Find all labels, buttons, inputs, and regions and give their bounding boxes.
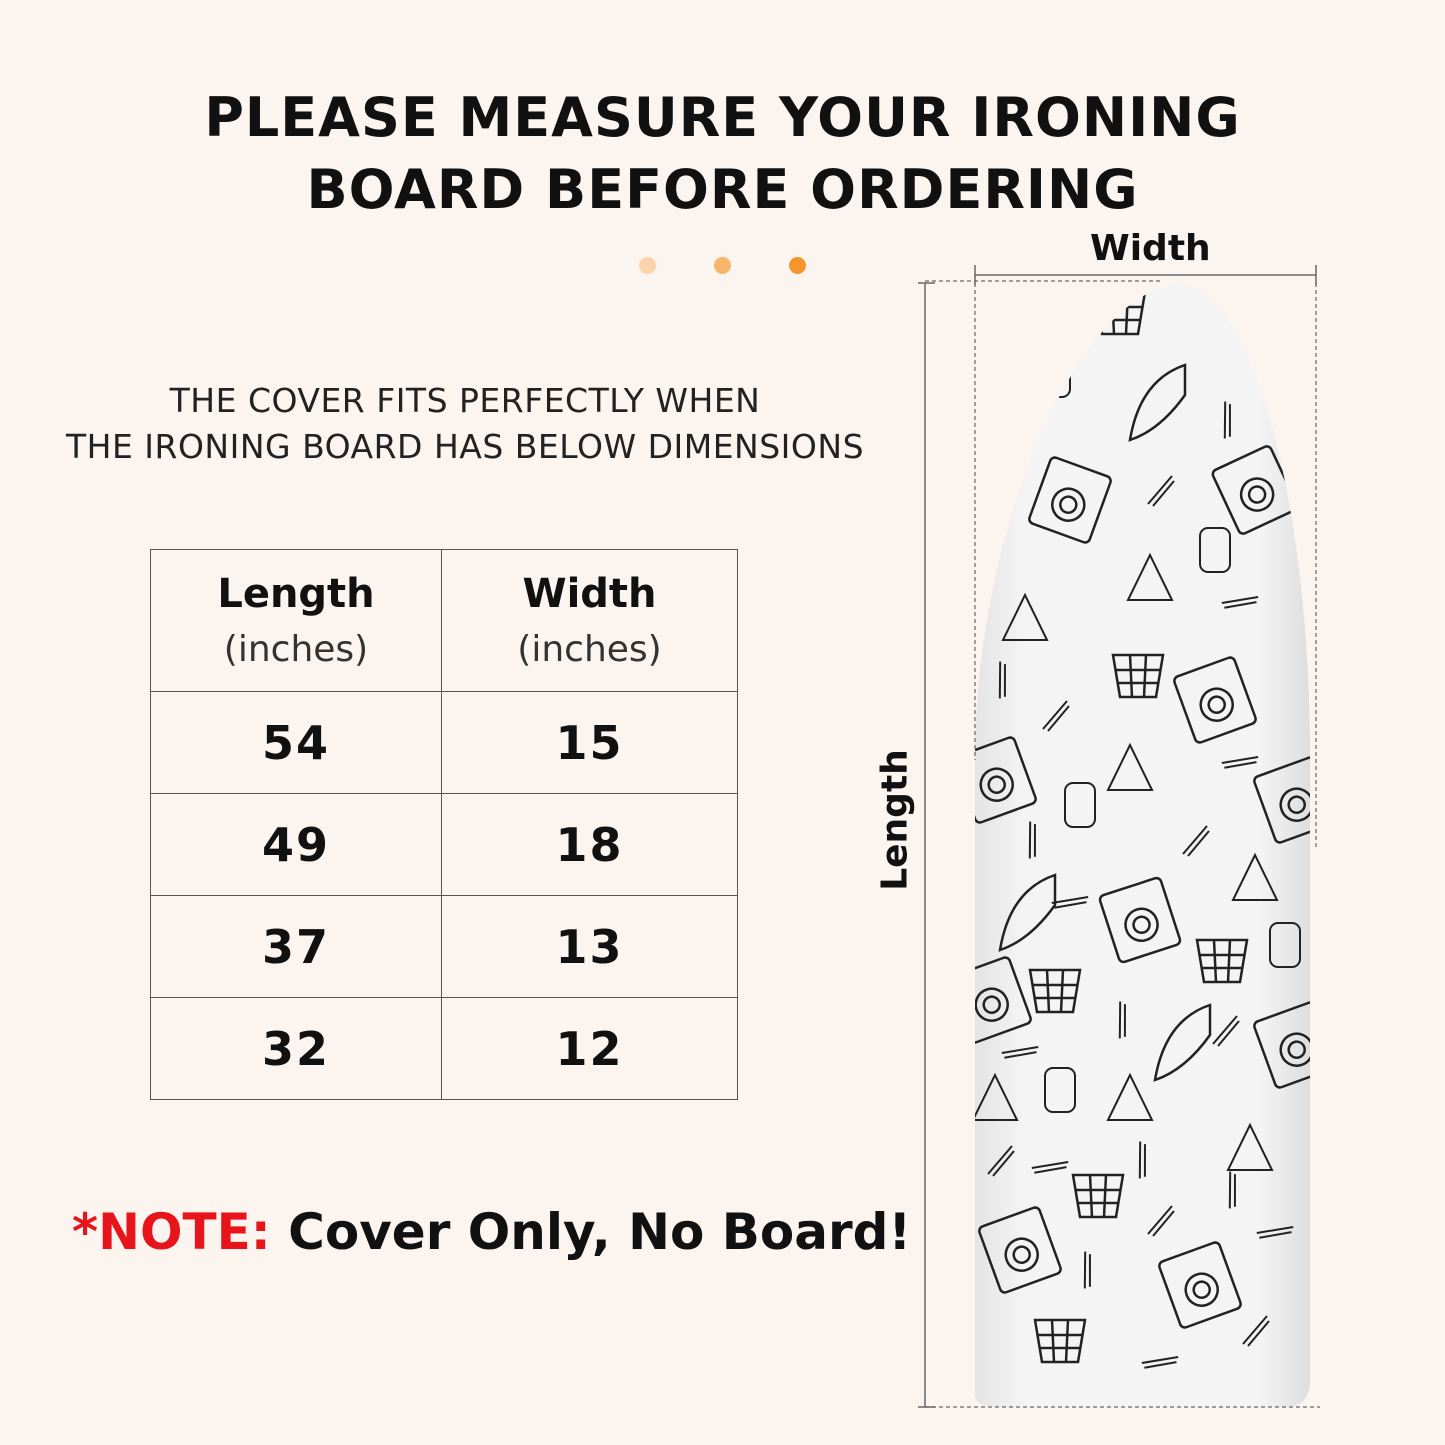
iron-icon (998, 873, 1057, 952)
clothespin-icon (1083, 1251, 1091, 1289)
washing-machine-icon (1158, 1241, 1242, 1329)
header-unit: (inches) (517, 629, 662, 670)
hanger-icon (1001, 592, 1049, 641)
clothespin-icon (1042, 700, 1070, 732)
decorative-dot (789, 257, 806, 274)
decorative-dot (714, 257, 731, 274)
laundry-pattern (975, 290, 1310, 1369)
clothespin-icon (1242, 1315, 1270, 1347)
note-text: Cover Only, No Board! (270, 1203, 912, 1261)
dimensions-table: Length (inches) Width (inches) 54 15 49 18 3… (150, 549, 738, 1100)
note: *NOTE: Cover Only, No Board! (72, 1203, 911, 1261)
hanger-icon (975, 1072, 1019, 1121)
header-length: Length (inches) (150, 549, 442, 692)
length-label: Length (874, 749, 916, 891)
hanger-icon (1231, 852, 1279, 901)
measure-lines (918, 265, 1320, 1408)
washing-machine-icon (1028, 456, 1112, 544)
table-row: 49 18 (150, 793, 738, 896)
clothespin-icon (1212, 1015, 1240, 1047)
basket-icon (1033, 1318, 1087, 1364)
iron-icon (1153, 1003, 1212, 1082)
hanger-icon (1106, 1072, 1154, 1121)
detergent-bottle-icon (1044, 1067, 1076, 1113)
detergent-bottle-icon (1064, 782, 1096, 828)
washing-machine-icon (975, 956, 1032, 1044)
subtitle-line-2: THE IRONING BOARD HAS BELOW DIMENSIONS (65, 427, 865, 466)
basket-icon (1111, 653, 1165, 699)
clothespin-icon (1118, 1001, 1126, 1039)
table-row: 37 13 (150, 895, 738, 998)
clothespin-icon (1141, 1356, 1179, 1369)
clothespin-icon (1228, 1171, 1236, 1209)
hanger-icon (1106, 742, 1154, 791)
ironing-board-cover (975, 285, 1310, 1407)
basket-icon (1071, 1173, 1125, 1219)
washing-machine-icon (1253, 1001, 1310, 1089)
header-width: Width (inches) (441, 549, 738, 692)
header-label: Width (522, 571, 657, 617)
basket-icon (1195, 938, 1249, 984)
iron-icon (1128, 363, 1187, 442)
header-label: Length (217, 571, 375, 617)
width-cell: 13 (441, 895, 738, 998)
clothespin-icon (998, 661, 1006, 699)
decorative-dot (639, 257, 656, 274)
clothespin-icon (1031, 1161, 1069, 1174)
clothespin-icon (1147, 475, 1175, 507)
washing-machine-icon (1098, 876, 1182, 964)
clothespin-icon (1147, 1205, 1175, 1237)
clothespin-icon (1001, 1046, 1039, 1059)
width-cell: 15 (441, 691, 738, 794)
clothespin-icon (987, 1145, 1015, 1177)
length-cell: 32 (150, 997, 442, 1100)
length-cell: 54 (150, 691, 442, 794)
hanger-icon (1226, 1122, 1274, 1171)
washing-machine-icon (1173, 656, 1257, 744)
clothespin-icon (1051, 896, 1089, 909)
detergent-bottle-icon (1269, 922, 1301, 968)
clothespin-icon (1182, 825, 1210, 857)
basket-icon (1028, 968, 1082, 1014)
length-cell: 49 (150, 793, 442, 896)
clothespin-icon (1028, 821, 1036, 859)
clothespin-icon (1138, 1141, 1146, 1179)
note-prefix: *NOTE: (72, 1203, 271, 1261)
detergent-bottle-icon (1199, 527, 1231, 573)
header-unit: (inches) (223, 629, 369, 670)
washing-machine-icon (1253, 756, 1310, 844)
washing-machine-icon (975, 736, 1037, 824)
page-title: PLEASE MEASURE YOUR IRONING BOARD BEFORE… (0, 82, 1445, 226)
hanger-icon (1126, 552, 1174, 601)
clothespin-icon (1256, 1226, 1294, 1239)
washing-machine-icon (978, 1206, 1062, 1294)
clothespin-icon (1221, 596, 1259, 609)
width-cell: 12 (441, 997, 738, 1100)
clothespin-icon (1221, 756, 1259, 769)
length-cell: 37 (150, 895, 442, 998)
table-row: 54 15 (150, 691, 738, 794)
width-cell: 18 (441, 793, 738, 896)
width-label: Width (1090, 228, 1211, 269)
clothespin-icon (1223, 401, 1231, 439)
table-row: 32 12 (150, 997, 738, 1100)
title-line-1: PLEASE MEASURE YOUR IRONING (204, 86, 1241, 149)
fit-description: THE COVER FITS PERFECTLY WHEN THE IRONIN… (40, 378, 890, 470)
title-line-2: BOARD BEFORE ORDERING (306, 158, 1139, 221)
subtitle-line-1: THE COVER FITS PERFECTLY WHEN (169, 381, 761, 420)
table-header-row: Length (inches) Width (inches) (150, 549, 738, 692)
